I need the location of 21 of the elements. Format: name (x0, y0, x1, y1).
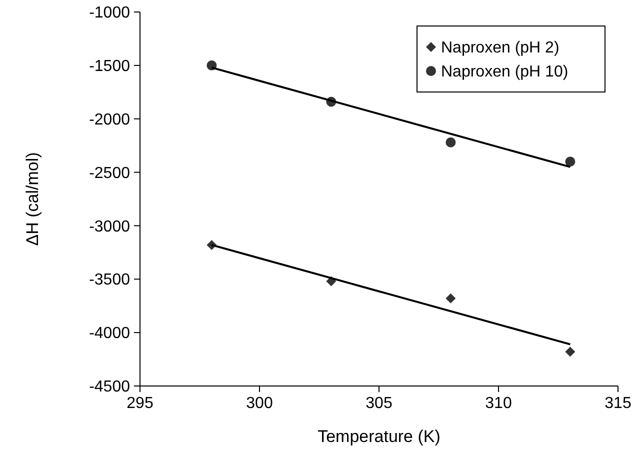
y-tick-label: -1000 (89, 4, 130, 22)
y-tick-label: -3000 (89, 218, 130, 236)
y-tick-label: -1500 (89, 58, 130, 76)
y-tick-label: -2500 (89, 164, 130, 182)
y-tick-label: -4500 (89, 378, 130, 396)
point (565, 346, 576, 357)
y-tick-label: -4000 (89, 325, 130, 342)
x-axis-title: Temperature (K) (318, 427, 440, 446)
legend-label: Naproxen (pH 10) (441, 64, 568, 81)
y-tick-label: -2000 (89, 111, 130, 128)
x-tick-label: 305 (366, 395, 392, 412)
x-tick-label: 295 (126, 395, 154, 412)
x-tick-label: 300 (246, 395, 273, 412)
point (565, 156, 576, 167)
y-axis-title: ΔH (cal/mol) (23, 152, 42, 246)
x-tick-label: 310 (485, 395, 512, 412)
x-tick-label: 315 (604, 395, 632, 412)
point (446, 293, 456, 304)
legend-label: Naproxen (pH 2) (441, 40, 560, 57)
point (446, 137, 456, 148)
y-tick-label: -3500 (89, 272, 130, 289)
